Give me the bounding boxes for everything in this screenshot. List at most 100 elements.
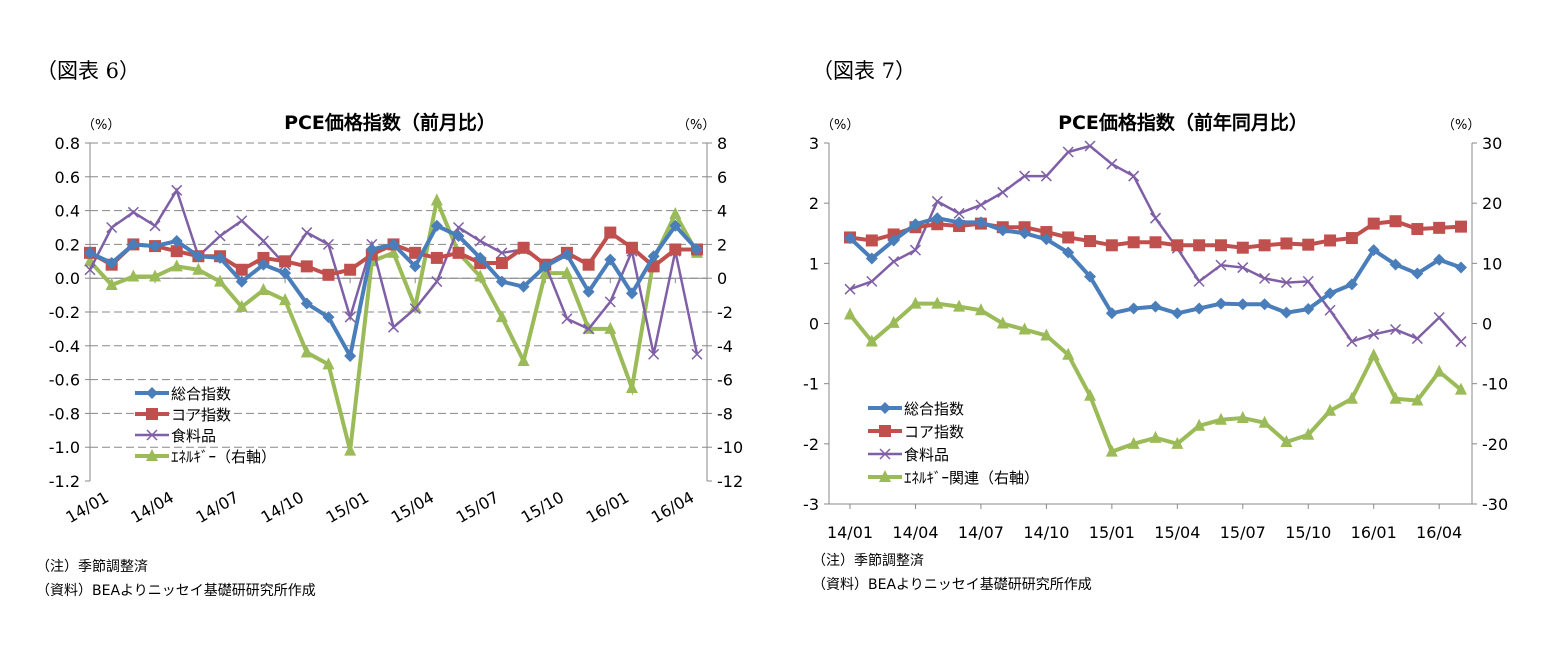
x-tick-label: 16/04	[648, 487, 697, 527]
point-marker	[279, 293, 292, 306]
y-tick-label: -0.8	[49, 404, 80, 423]
point-marker	[560, 248, 573, 261]
series-1	[84, 219, 703, 362]
point-marker	[1236, 410, 1249, 423]
x-tick-label: 15/07	[1220, 523, 1266, 542]
x-tick-label: 16/01	[583, 487, 632, 527]
point-marker	[344, 349, 357, 362]
point-marker	[974, 216, 987, 229]
point-marker	[149, 220, 161, 232]
point-marker	[84, 264, 96, 276]
point-marker	[495, 256, 508, 269]
point-marker	[582, 285, 595, 298]
point-marker	[1389, 391, 1402, 404]
point-marker	[931, 195, 943, 207]
point-marker	[1062, 231, 1075, 244]
point-marker	[1127, 436, 1140, 449]
x-tick-label: 15/10	[518, 487, 567, 527]
point-marker	[1367, 244, 1380, 257]
point-marker	[865, 334, 878, 347]
point-marker	[865, 234, 878, 247]
point-marker	[560, 266, 573, 279]
point-marker	[1389, 258, 1402, 271]
point-marker	[431, 276, 443, 288]
point-marker	[879, 425, 891, 437]
point-marker	[1367, 217, 1380, 230]
series-4	[84, 193, 703, 456]
y-tick-label: 0.0	[55, 269, 80, 288]
point-marker	[1214, 412, 1227, 425]
point-marker	[539, 260, 552, 273]
point-marker	[975, 199, 987, 211]
point-marker	[430, 219, 443, 232]
point-marker	[604, 253, 617, 266]
point-marker	[953, 216, 966, 229]
point-marker	[866, 275, 878, 287]
point-marker	[1149, 430, 1162, 443]
point-marker	[322, 357, 335, 370]
point-marker	[1040, 226, 1053, 239]
point-marker	[647, 250, 660, 263]
chart-title: PCE価格指数（前年同月比）	[1058, 111, 1308, 134]
legend-entry: ｴﾈﾙｷﾞｰ関連（右軸）	[868, 469, 1039, 487]
point-marker	[300, 345, 313, 358]
point-marker	[453, 221, 465, 234]
x-tick-label: 14/10	[1023, 523, 1069, 542]
point-marker	[1105, 444, 1118, 457]
point-marker	[127, 238, 140, 251]
legend-label: 総合指数	[171, 385, 231, 403]
point-marker	[909, 244, 921, 256]
right-unit-label: （%）	[1442, 118, 1480, 133]
point-marker	[625, 287, 638, 300]
point-marker	[474, 269, 487, 282]
point-marker	[1324, 403, 1337, 416]
point-marker	[909, 218, 922, 231]
y-tick-label: 0.2	[55, 235, 80, 254]
point-marker	[257, 258, 270, 271]
point-marker	[1280, 277, 1292, 289]
point-marker	[517, 280, 530, 293]
point-marker	[409, 260, 422, 273]
point-marker	[170, 259, 183, 272]
point-marker	[84, 246, 96, 259]
point-marker	[1237, 262, 1249, 274]
y-right-tick-label: 0	[1482, 315, 1492, 334]
point-marker	[1280, 306, 1293, 319]
point-marker	[974, 303, 987, 316]
point-marker	[1171, 307, 1184, 320]
point-marker	[1345, 391, 1358, 404]
y-right-tick-label: 6	[717, 168, 727, 187]
point-marker	[1433, 311, 1445, 324]
point-marker	[1324, 234, 1337, 247]
point-marker	[1302, 275, 1314, 287]
point-marker	[996, 224, 1009, 237]
point-marker	[192, 250, 205, 263]
point-marker	[409, 303, 421, 315]
point-marker	[669, 219, 682, 232]
y-tick-label: -0.2	[49, 303, 80, 322]
point-marker	[495, 275, 508, 288]
point-marker	[279, 267, 292, 280]
note-2: （注）季節調整済	[812, 553, 924, 569]
point-marker	[1084, 388, 1097, 401]
x-tick-label: 15/10	[1285, 523, 1331, 542]
x-tick-label: 14/04	[892, 523, 938, 542]
point-marker	[879, 402, 891, 414]
point-marker	[953, 207, 965, 219]
legend-entry: 総合指数	[135, 385, 231, 403]
point-marker	[1105, 307, 1118, 320]
point-marker	[669, 243, 682, 256]
point-marker	[583, 323, 595, 335]
y-right-tick-label: 20	[1482, 194, 1502, 213]
point-marker	[1040, 233, 1053, 246]
y-tick-label: -0.4	[49, 337, 80, 356]
point-marker	[931, 296, 944, 309]
point-marker	[1259, 272, 1271, 284]
figure-label-6: （図表 6）	[36, 59, 141, 83]
point-marker	[1084, 270, 1097, 283]
point-marker	[495, 310, 508, 323]
point-marker	[235, 263, 248, 276]
series-2	[844, 215, 1467, 254]
point-marker	[604, 226, 617, 239]
point-marker	[582, 258, 595, 271]
